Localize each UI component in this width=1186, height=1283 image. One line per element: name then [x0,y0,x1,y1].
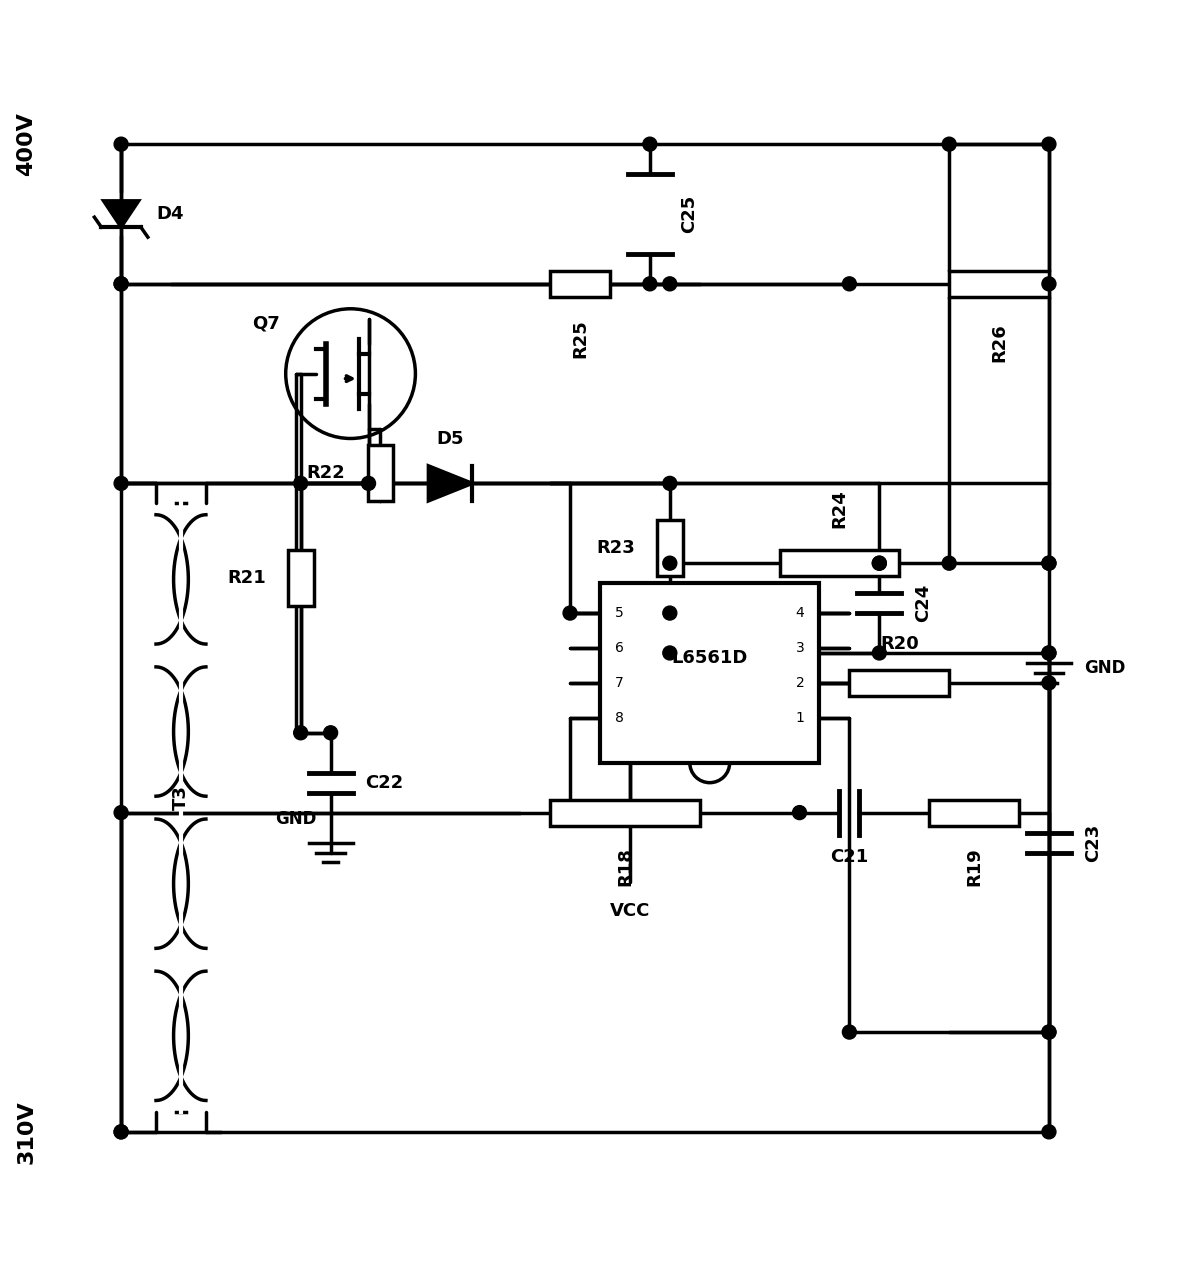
Circle shape [663,606,677,620]
Text: C21: C21 [830,848,868,866]
Circle shape [114,1125,128,1139]
Circle shape [873,645,886,659]
Circle shape [663,476,677,490]
Text: D5: D5 [436,431,464,449]
Text: R21: R21 [227,570,266,588]
Circle shape [792,806,806,820]
Circle shape [1042,645,1056,659]
Polygon shape [103,201,139,227]
Circle shape [1042,1025,1056,1039]
Circle shape [643,277,657,291]
Text: R24: R24 [830,490,848,529]
Circle shape [324,726,338,740]
Text: C24: C24 [914,584,932,622]
Text: C22: C22 [365,774,403,792]
Text: 3: 3 [796,642,804,656]
Circle shape [663,645,677,659]
Circle shape [1042,277,1056,291]
Text: C23: C23 [1084,824,1102,862]
Bar [949,271,1048,296]
Circle shape [1042,676,1056,690]
Text: 5: 5 [616,606,624,620]
Text: R18: R18 [616,848,635,887]
Text: 2: 2 [796,676,804,690]
Circle shape [114,1125,128,1139]
Circle shape [1042,1025,1056,1039]
Circle shape [563,606,578,620]
Text: U1: U1 [829,559,856,577]
Circle shape [873,557,886,570]
Circle shape [114,137,128,151]
Text: 6: 6 [616,642,624,656]
Text: R25: R25 [570,318,589,358]
Circle shape [873,557,886,570]
Circle shape [294,476,307,490]
Circle shape [1042,645,1056,659]
Text: Q7: Q7 [251,314,280,332]
Bar [779,550,899,576]
Circle shape [294,726,307,740]
Bar [600,584,820,762]
Text: R22: R22 [307,464,345,482]
Circle shape [663,277,677,291]
Circle shape [1042,557,1056,570]
Circle shape [1042,137,1056,151]
Circle shape [362,476,376,490]
Circle shape [842,277,856,291]
Text: GND: GND [1084,659,1126,677]
Bar [288,550,313,606]
Text: R23: R23 [597,539,635,557]
Text: T3: T3 [172,785,190,810]
Bar [849,670,949,695]
Polygon shape [428,466,472,500]
Text: GND: GND [275,810,317,828]
Circle shape [1042,557,1056,570]
Text: L6561D: L6561D [671,649,748,667]
Circle shape [114,476,128,490]
Bar [657,521,683,576]
Text: 310V: 310V [17,1100,37,1164]
Text: R26: R26 [990,323,1008,363]
Circle shape [842,1025,856,1039]
Text: 8: 8 [616,711,624,725]
Bar [550,271,610,296]
Text: 400V: 400V [17,112,37,176]
Text: R19: R19 [965,848,983,887]
Circle shape [1042,1125,1056,1139]
Text: D4: D4 [157,205,184,223]
Circle shape [114,806,128,820]
Text: 7: 7 [616,676,624,690]
Bar [368,445,394,502]
Circle shape [663,557,677,570]
Circle shape [942,557,956,570]
Text: C25: C25 [680,195,697,234]
Text: VCC: VCC [610,902,650,920]
Text: 4: 4 [796,606,804,620]
Text: 1: 1 [796,711,804,725]
Circle shape [942,137,956,151]
Bar [929,799,1019,825]
Bar [550,799,700,825]
Circle shape [643,137,657,151]
Text: R20: R20 [880,635,919,653]
Circle shape [114,277,128,291]
Circle shape [114,277,128,291]
